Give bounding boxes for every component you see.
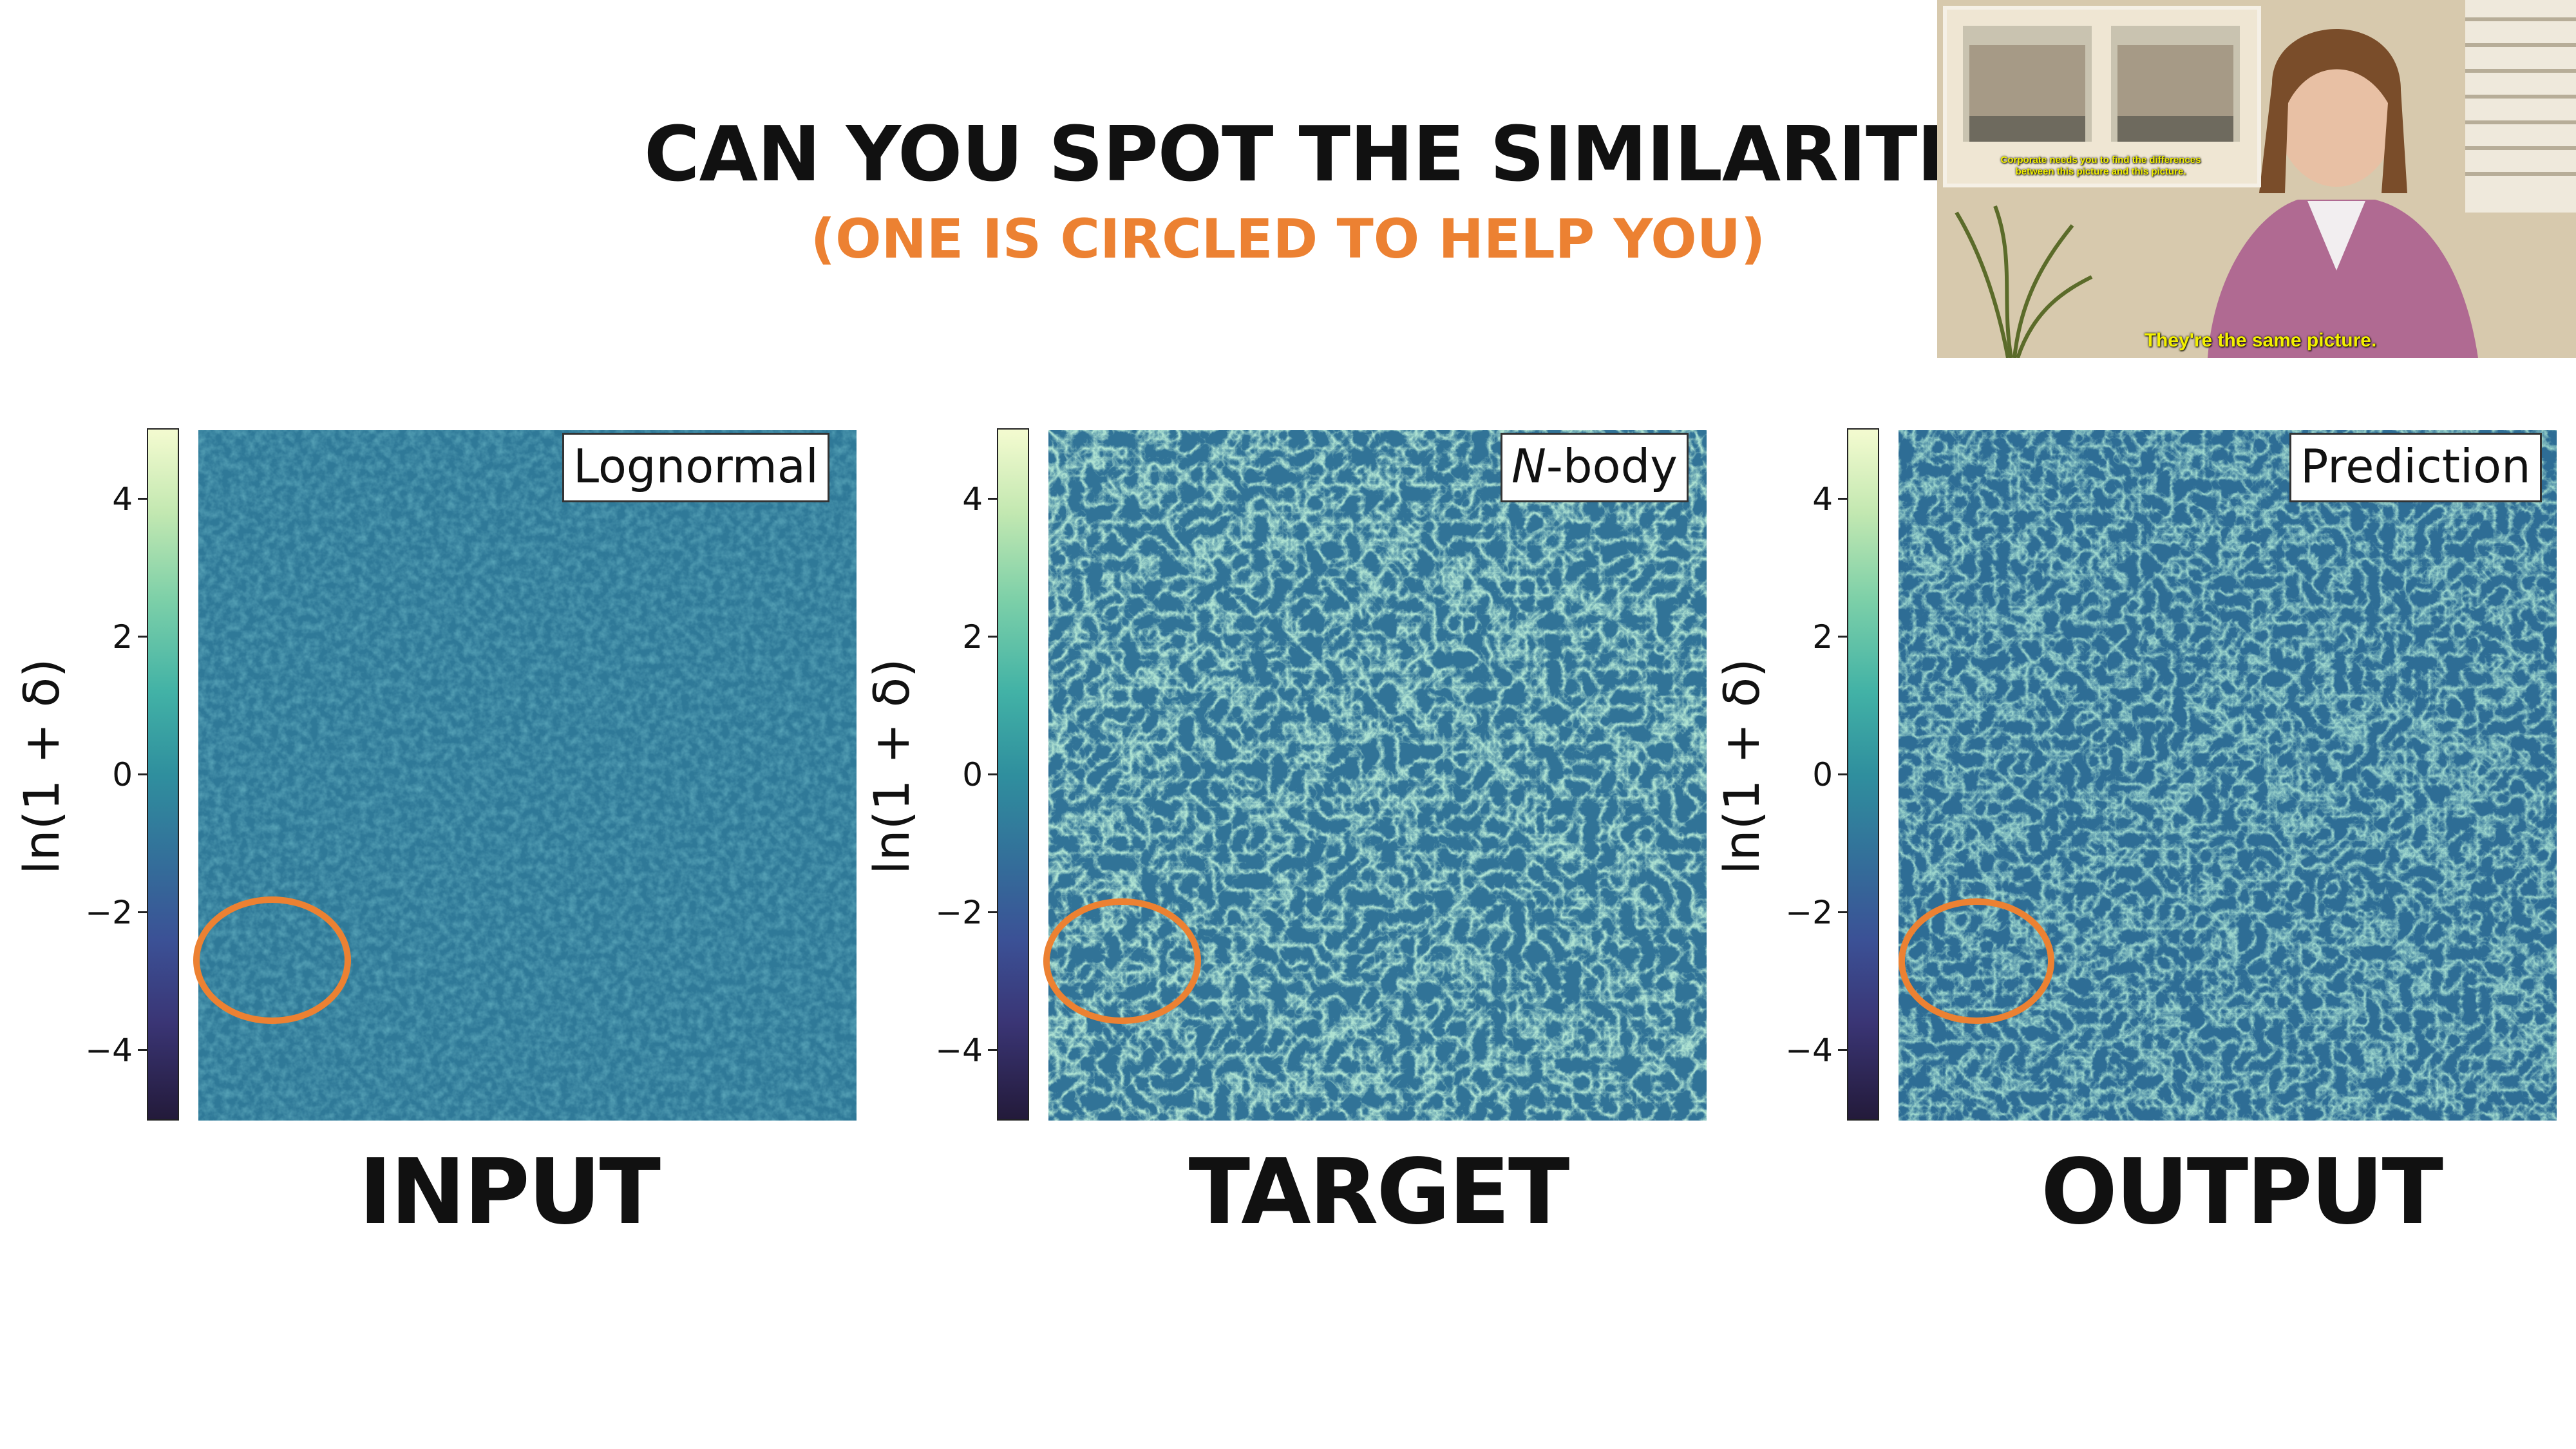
colorbar	[1847, 428, 1879, 1121]
panel-output: ln(1 + δ) 4 2 0 −2 −4 Prediction OUTPUT	[1700, 425, 2557, 1245]
tick-mark	[138, 498, 147, 500]
panel-caption: INPUT	[358, 1140, 661, 1245]
panel-target: ln(1 + δ) 4 2 0 −2 −4 N-body TARGET	[850, 425, 1707, 1245]
tick-label: −2	[935, 894, 983, 931]
tick-label: 2	[962, 618, 983, 656]
tick-mark	[138, 773, 147, 775]
panel-label-rest: -body	[1546, 439, 1678, 493]
slide-title: CAN YOU SPOT THE SIMILARITIES?	[644, 109, 2094, 198]
tick-label: 4	[112, 480, 133, 518]
meme-caption-line1: Corporate needs you to find the differen…	[2000, 155, 2201, 166]
tick-mark	[1838, 636, 1847, 638]
tick-mark	[1838, 1049, 1847, 1051]
tick-mark	[988, 636, 997, 638]
tick-label: 0	[112, 756, 133, 793]
tick-mark	[988, 1049, 997, 1051]
colorbar	[147, 428, 179, 1121]
meme-caption-line2: between this picture and this picture.	[2015, 166, 2186, 177]
tick-label: −4	[935, 1032, 983, 1069]
panel-label: Prediction	[2289, 433, 2542, 502]
tick-mark	[988, 911, 997, 913]
tick-label: 0	[1812, 756, 1833, 793]
tick-mark	[1838, 773, 1847, 775]
tick-label: −4	[85, 1032, 133, 1069]
tick-mark	[138, 1049, 147, 1051]
panel-label: Lognormal	[562, 433, 829, 502]
meme-caption: They're the same picture.	[2144, 330, 2377, 351]
tick-mark	[988, 498, 997, 500]
tick-mark	[988, 773, 997, 775]
panel-label-italic: N	[1511, 439, 1546, 493]
highlight-circle	[193, 896, 351, 1024]
panel-input: ln(1 + δ) 4 2 0 −2 −4 Lognormal INPUT	[0, 425, 857, 1245]
slide-subtitle: (ONE IS CIRCLED TO HELP YOU)	[810, 207, 1766, 270]
meme-caption-small: Corporate needs you to find the differen…	[1950, 155, 2251, 178]
highlight-circle	[1899, 898, 2054, 1024]
highlight-circle	[1043, 898, 1201, 1024]
tick-label: 4	[962, 480, 983, 518]
tick-label: −2	[1785, 894, 1833, 931]
tick-mark	[138, 636, 147, 638]
panel-caption: TARGET	[1188, 1140, 1570, 1245]
meme-image: Corporate needs you to find the differen…	[1937, 0, 2576, 358]
colorbar	[997, 428, 1029, 1121]
tick-label: 2	[112, 618, 133, 656]
panel-caption: OUTPUT	[2041, 1140, 2443, 1245]
tick-mark	[1838, 498, 1847, 500]
tick-label: 4	[1812, 480, 1833, 518]
tick-label: 0	[962, 756, 983, 793]
tick-label: −4	[1785, 1032, 1833, 1069]
tick-label: 2	[1812, 618, 1833, 656]
tick-mark	[138, 911, 147, 913]
tick-mark	[1838, 911, 1847, 913]
panel-label: N-body	[1501, 433, 1689, 502]
tick-label: −2	[85, 894, 133, 931]
